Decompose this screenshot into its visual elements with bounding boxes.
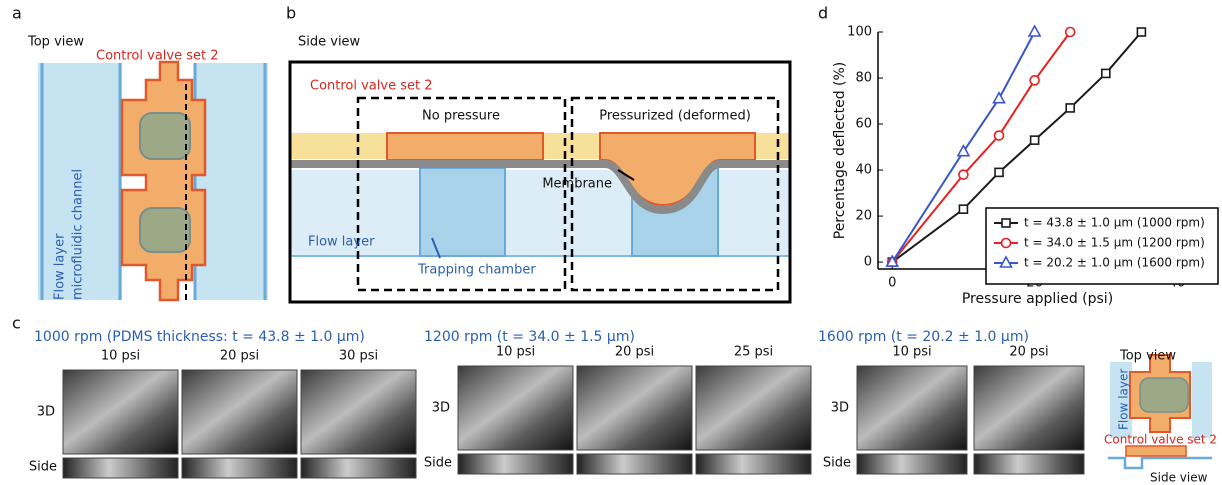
marker — [959, 170, 968, 179]
figure: a Top view Control valve set 2 Flow laye… — [0, 0, 1222, 485]
flow-label: Flow layer — [308, 235, 375, 250]
marker — [1029, 26, 1040, 36]
panel-label: a — [12, 4, 22, 23]
channel-label: Flow layer — [53, 233, 68, 300]
pressure-label: 20 psi — [1009, 345, 1048, 360]
micrograph-side — [182, 458, 297, 478]
valve-chamber — [140, 113, 190, 159]
row-label: 3D — [831, 401, 849, 416]
micrograph-side — [458, 454, 573, 474]
inset-label: Control valve set 2 — [1104, 433, 1217, 447]
marker — [1102, 69, 1110, 77]
marker — [1030, 76, 1039, 85]
pressure-label: 20 psi — [615, 345, 654, 360]
valve-label: Control valve set 2 — [96, 49, 219, 64]
micrograph-3d — [182, 370, 297, 454]
pressure-label: 25 psi — [734, 345, 773, 360]
valve-chamber — [140, 208, 190, 252]
x-axis-label: Pressure applied (psi) — [962, 291, 1113, 307]
row-label: 3D — [37, 405, 55, 420]
inset: Top view Flow layer Control valve set 2 … — [1104, 349, 1217, 485]
chamber-label: Trapping chamber — [417, 263, 536, 278]
row-label: Side — [29, 460, 57, 475]
row-label: 3D — [432, 401, 450, 416]
legend-marker — [1002, 239, 1011, 248]
marker — [994, 93, 1005, 103]
valve-label: Control valve set 2 — [310, 79, 433, 94]
panel-d: d 02040020406080100Pressure applied (psi… — [818, 4, 1218, 308]
legend-label: t = 20.2 ± 1.0 µm (1600 rpm) — [1024, 256, 1205, 270]
panel-b: b Side view Control valve set 2 No press… — [286, 4, 790, 303]
valve-section — [387, 133, 543, 160]
group-title: 1000 rpm (PDMS thickness: t = 43.8 ± 1.0… — [34, 329, 365, 345]
panel-c: c 1000 rpm (PDMS thickness: t = 43.8 ± 1… — [12, 314, 1084, 479]
panel-label: d — [818, 4, 828, 23]
micrograph-3d — [63, 370, 178, 454]
inset-label: Top view — [1119, 349, 1176, 364]
channel-label: microfluidic channel — [71, 169, 86, 300]
y-tick-label: 0 — [864, 255, 872, 270]
marker — [1031, 136, 1039, 144]
y-tick-label: 60 — [855, 117, 872, 132]
y-tick-label: 100 — [847, 25, 872, 40]
y-axis-label: Percentage deflected (%) — [832, 62, 848, 240]
micrograph-side — [63, 458, 178, 478]
panel-title: Top view — [27, 35, 84, 50]
marker — [995, 168, 1003, 176]
micrograph-3d — [301, 370, 416, 454]
marker — [995, 131, 1004, 140]
pressure-label: 10 psi — [496, 345, 535, 360]
marker — [1137, 28, 1145, 36]
y-tick-label: 20 — [855, 209, 872, 224]
panel-title: Side view — [298, 35, 361, 50]
panel-label: c — [12, 314, 21, 333]
micrograph-side — [857, 454, 967, 474]
legend-label: t = 34.0 ± 1.5 µm (1200 rpm) — [1024, 236, 1205, 250]
panel-label: b — [286, 4, 296, 23]
pressure-label: 10 psi — [892, 345, 931, 360]
y-tick-label: 40 — [855, 163, 872, 178]
micrograph-3d — [974, 366, 1084, 450]
micrograph-side — [301, 458, 416, 478]
group-title: 1600 rpm (t = 20.2 ± 1.0 µm) — [818, 329, 1029, 345]
micrograph-3d — [857, 366, 967, 450]
micrograph-3d — [458, 366, 573, 450]
pressure-label: 10 psi — [101, 349, 140, 364]
row-label: Side — [424, 456, 452, 471]
inset-label: Side view — [1150, 471, 1208, 485]
legend-label: t = 43.8 ± 1.0 µm (1000 rpm) — [1024, 216, 1205, 230]
y-tick-label: 80 — [855, 71, 872, 86]
micrograph-side — [974, 454, 1084, 474]
group-title: 1200 rpm (t = 34.0 ± 1.5 µm) — [424, 329, 635, 345]
marker — [959, 205, 967, 213]
pressure-label: 30 psi — [339, 349, 378, 364]
micrograph-3d — [696, 366, 811, 450]
pressure-label: 20 psi — [220, 349, 259, 364]
membrane-label: Membrane — [542, 177, 612, 192]
micrograph-3d — [577, 366, 692, 450]
marker — [1066, 28, 1075, 37]
panel-a: a Top view Control valve set 2 Flow laye… — [12, 4, 268, 301]
inset-label: Flow layer — [1117, 369, 1131, 430]
legend-marker — [1002, 219, 1010, 227]
micrograph-side — [577, 454, 692, 474]
marker — [1066, 104, 1074, 112]
region-label: No pressure — [422, 109, 500, 124]
control-valve — [122, 62, 205, 300]
micrograph-side — [696, 454, 811, 474]
row-label: Side — [823, 456, 851, 471]
region-label: Pressurized (deformed) — [599, 109, 751, 124]
trapping-chamber — [420, 168, 505, 256]
x-tick-label: 0 — [888, 276, 896, 291]
